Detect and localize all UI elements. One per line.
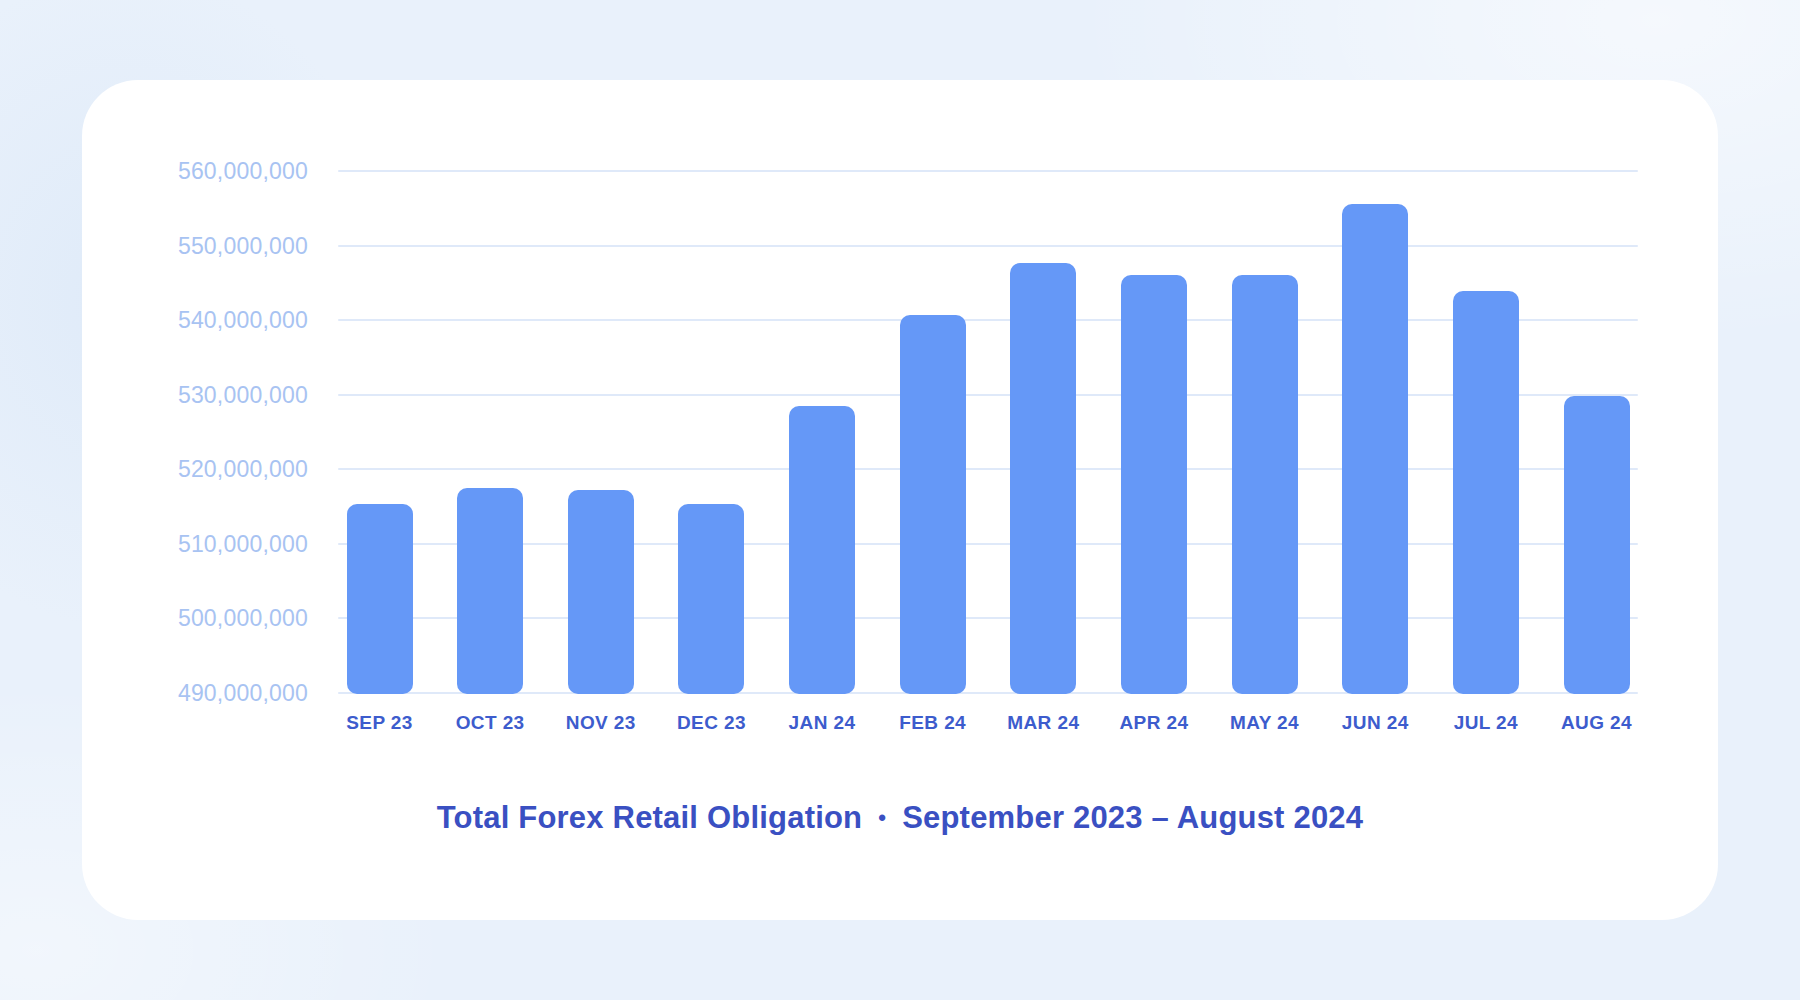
x-axis-label-may-24: MAY 24	[1230, 712, 1299, 734]
y-axis-tick-label: 540,000,000	[140, 307, 308, 334]
y-axis-tick-label: 490,000,000	[140, 680, 308, 707]
bar-nov-23[interactable]	[568, 490, 634, 694]
x-axis-label-nov-23: NOV 23	[566, 712, 636, 734]
bar-jun-24[interactable]	[1342, 204, 1408, 694]
x-axis-label-feb-24: FEB 24	[899, 712, 966, 734]
bar-jan-24[interactable]	[789, 406, 855, 694]
y-axis-tick-label: 500,000,000	[140, 605, 308, 632]
x-axis-label-dec-23: DEC 23	[677, 712, 746, 734]
y-axis-tick-label: 550,000,000	[140, 232, 308, 259]
gridline	[338, 319, 1638, 321]
x-axis-label-oct-23: OCT 23	[456, 712, 525, 734]
bar-may-24[interactable]	[1232, 275, 1298, 694]
gridline	[338, 245, 1638, 247]
page-background: 490,000,000 500,000,000 510,000,000 520,000…	[0, 0, 1800, 1000]
chart-subtitle: September 2023 – August 2024	[902, 800, 1363, 836]
x-axis-label-sep-23: SEP 23	[346, 712, 413, 734]
x-axis-label-jan-24: JAN 24	[789, 712, 856, 734]
gridline	[338, 394, 1638, 396]
bar-feb-24[interactable]	[900, 315, 966, 694]
gridline	[338, 468, 1638, 470]
gridline	[338, 692, 1638, 694]
gridline	[338, 617, 1638, 619]
x-axis-label-jul-24: JUL 24	[1454, 712, 1518, 734]
chart-title: Total Forex Retail Obligation	[437, 800, 862, 836]
y-axis-tick-label: 560,000,000	[140, 158, 308, 185]
bar-oct-23[interactable]	[457, 488, 523, 694]
chart-caption: Total Forex Retail Obligation • Septembe…	[82, 796, 1718, 840]
chart-card: 490,000,000 500,000,000 510,000,000 520,000…	[82, 80, 1718, 920]
x-axis-label-mar-24: MAR 24	[1007, 712, 1079, 734]
x-axis-label-apr-24: APR 24	[1119, 712, 1188, 734]
bar-apr-24[interactable]	[1121, 275, 1187, 694]
bar-mar-24[interactable]	[1010, 263, 1076, 694]
gridline	[338, 170, 1638, 172]
x-axis-label-jun-24: JUN 24	[1342, 712, 1409, 734]
bar-aug-24[interactable]	[1564, 396, 1630, 694]
gridline	[338, 543, 1638, 545]
bar-chart-plot: 490,000,000 500,000,000 510,000,000 520,000…	[82, 80, 1718, 920]
y-axis-tick-label: 530,000,000	[140, 381, 308, 408]
y-axis-tick-label: 510,000,000	[140, 530, 308, 557]
bar-dec-23[interactable]	[678, 504, 744, 694]
y-axis-tick-label: 520,000,000	[140, 456, 308, 483]
bar-sep-23[interactable]	[347, 504, 413, 694]
title-separator-dot: •	[878, 796, 886, 840]
bar-jul-24[interactable]	[1453, 291, 1519, 694]
x-axis-label-aug-24: AUG 24	[1561, 712, 1632, 734]
